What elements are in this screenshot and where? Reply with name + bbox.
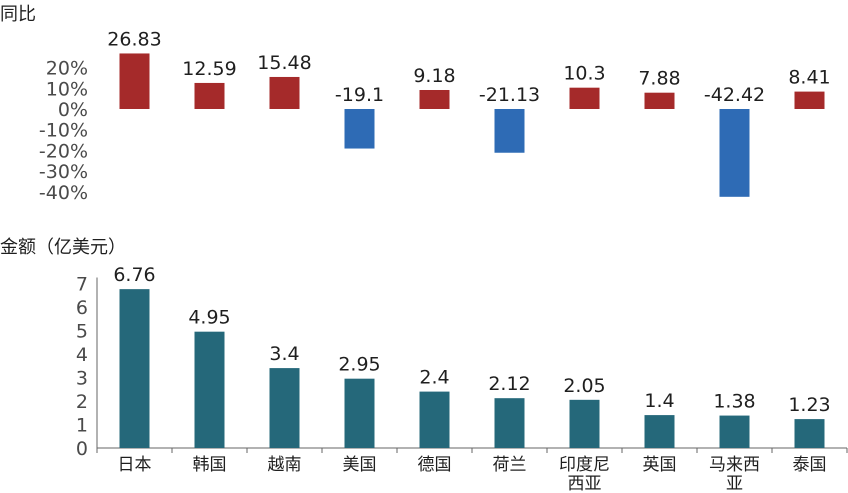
- yoy-bar: [119, 53, 150, 109]
- yoy-tick-label: -10%: [39, 120, 88, 142]
- category-label: 韩国: [193, 455, 227, 475]
- amount-tick-label: 7: [76, 274, 88, 296]
- amount-tick-label: 3: [76, 368, 88, 390]
- yoy-chart-title: 同比: [0, 4, 36, 25]
- amount-value-label: 6.76: [113, 264, 155, 286]
- category-label: 印度尼: [559, 455, 610, 475]
- category-label: 英国: [643, 455, 677, 475]
- yoy-value-label: 8.41: [788, 67, 830, 89]
- amount-tick-label: 4: [76, 344, 88, 366]
- yoy-bar: [569, 87, 600, 109]
- amount-value-label: 2.4: [419, 367, 449, 389]
- amount-tick-label: 6: [76, 297, 88, 319]
- yoy-tick-label: 0%: [58, 99, 88, 121]
- category-label: 越南: [268, 455, 302, 475]
- amount-bar: [419, 391, 450, 448]
- category-label: 美国: [343, 455, 377, 475]
- yoy-bar: [419, 89, 450, 109]
- yoy-value-label: 15.48: [257, 52, 311, 74]
- amount-value-label: 4.95: [188, 307, 230, 329]
- yoy-value-label: 10.3: [563, 63, 605, 85]
- amount-bar: [719, 415, 750, 448]
- amount-bar: [269, 368, 300, 448]
- category-label: 亚: [726, 474, 743, 493]
- amount-value-label: 1.4: [644, 390, 674, 412]
- yoy-bar: [269, 76, 300, 109]
- yoy-value-label: 9.18: [413, 65, 455, 87]
- amount-value-label: 2.05: [563, 375, 605, 397]
- category-label: 德国: [418, 455, 452, 475]
- amount-tick-label: 2: [76, 391, 88, 413]
- amount-value-label: 1.23: [788, 394, 830, 416]
- category-label: 荷兰: [493, 455, 527, 475]
- amount-bar: [119, 289, 150, 448]
- yoy-tick-label: 20%: [46, 58, 88, 80]
- yoy-bar: [194, 82, 225, 109]
- amount-bar: [794, 419, 825, 448]
- category-label: 马来西: [709, 455, 760, 475]
- yoy-value-label: -19.1: [335, 84, 384, 106]
- yoy-tick-label: -30%: [39, 161, 88, 183]
- amount-value-label: 2.95: [338, 354, 380, 376]
- yoy-value-label: 26.83: [107, 28, 161, 50]
- yoy-value-label: -42.42: [704, 84, 765, 106]
- amount-value-label: 3.4: [269, 343, 299, 365]
- amount-value-label: 2.12: [488, 373, 530, 395]
- yoy-bar: [644, 92, 675, 109]
- amount-tick-label: 0: [76, 438, 88, 460]
- amount-chart-title: 金额（亿美元）: [0, 237, 126, 258]
- amount-bar: [194, 331, 225, 448]
- amount-value-label: 1.38: [713, 391, 755, 413]
- yoy-bar: [344, 109, 375, 149]
- yoy-value-label: 12.59: [182, 58, 236, 80]
- yoy-tick-label: -40%: [39, 182, 88, 204]
- yoy-bar: [719, 109, 750, 197]
- amount-bar: [494, 398, 525, 448]
- yoy-bar-chart: 20%10%0%-10%-20%-30%-40% 26.83 12.59 15.48 -…: [39, 28, 831, 203]
- yoy-value-label: -21.13: [479, 84, 540, 106]
- category-label: 西亚: [568, 474, 602, 493]
- category-label: 日本: [118, 455, 152, 475]
- yoy-bar: [794, 91, 825, 109]
- yoy-tick-label: 10%: [46, 78, 88, 100]
- amount-bar: [569, 399, 600, 448]
- amount-tick-label: 5: [76, 321, 88, 343]
- category-label: 泰国: [793, 455, 827, 475]
- amount-bar: [344, 378, 375, 448]
- yoy-tick-label: -20%: [39, 140, 88, 162]
- amount-bar: [644, 415, 675, 448]
- yoy-value-label: 7.88: [638, 68, 680, 90]
- amount-tick-label: 1: [76, 415, 88, 437]
- yoy-bar: [494, 109, 525, 153]
